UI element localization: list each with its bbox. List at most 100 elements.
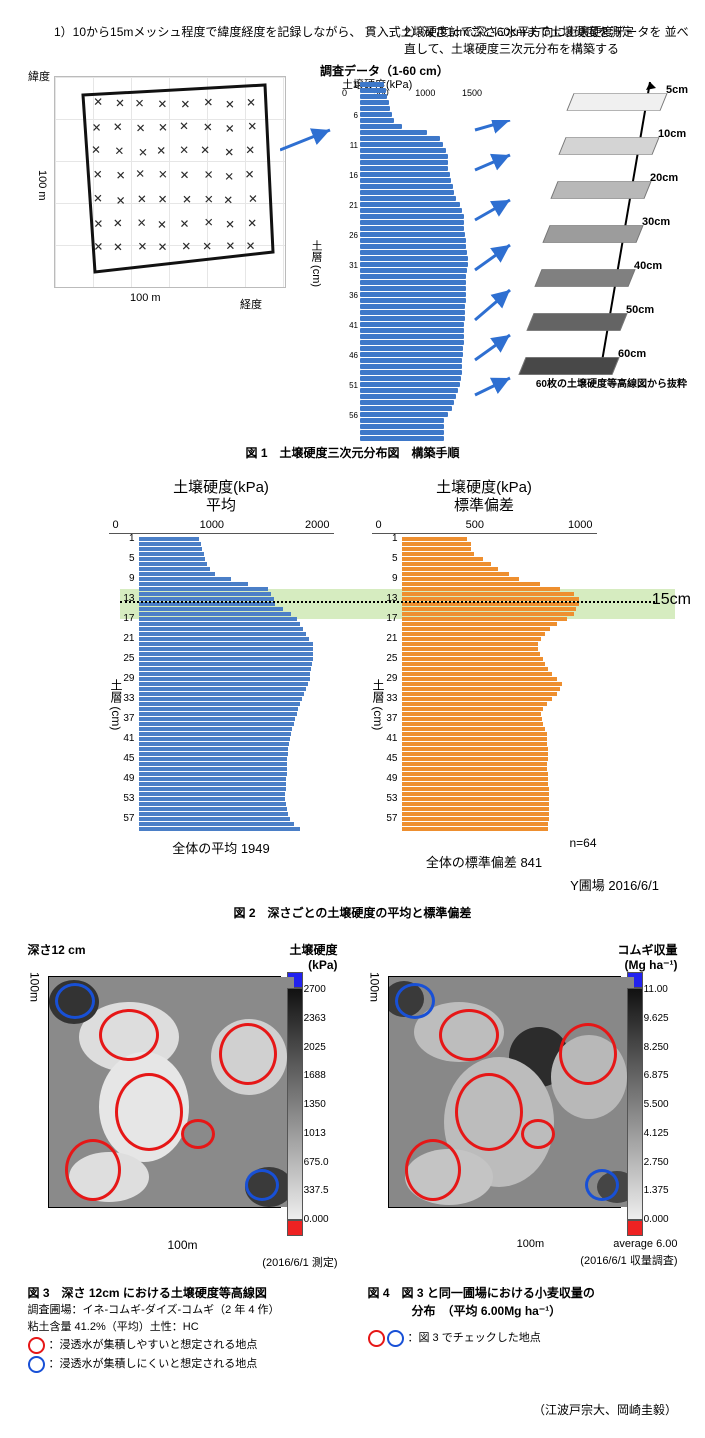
red-circle-icon	[368, 1330, 385, 1347]
fig2-right-title-l2: 標準偏差	[454, 497, 514, 514]
figure-3: 深さ12 cm 土壌硬度 (kPa) 100m	[28, 941, 338, 1270]
colorbar-tick: 0.000	[644, 1214, 669, 1225]
colorbar-tick: 8.250	[644, 1042, 669, 1053]
fig4-legend-text: ：図 3 でチェックした地点	[408, 1330, 541, 1347]
fig4-red-circle	[559, 1023, 617, 1085]
fig3-contour-map	[48, 976, 281, 1208]
fig3-colorbar-unit: (kPa)	[308, 958, 337, 972]
fig3-caption: 図 3 深さ 12cm における土壌硬度等高線図	[28, 1284, 338, 1302]
fig3-depth-label: 深さ12 cm	[28, 941, 86, 972]
colorbar-tick: 2.750	[644, 1157, 669, 1168]
fig1-layer	[534, 269, 635, 287]
fig1-arrows	[280, 120, 520, 410]
fig1-layer	[550, 181, 651, 199]
fig2-left-summary: 全体の平均 1949	[109, 838, 334, 857]
colorbar-tick: 2363	[304, 1013, 326, 1024]
fig2-left-depth-label: 土層 (cm)	[108, 679, 125, 730]
fig4-date-note: (2016/6/1 収量調査)	[368, 1252, 678, 1268]
fig4-caption-l2: 分布 （平均 6.00Mg ha⁻¹）	[368, 1302, 678, 1320]
fig3-legend-blue: ：浸透水が集積しにくいと想定される地点	[49, 1356, 258, 1373]
fig2-left-panel: 土壌硬度(kPa) 平均 0 1000 2000 159131721252933…	[109, 479, 334, 871]
fig3-red-circle	[115, 1073, 183, 1151]
fig3-date-note: (2016/6/1 測定)	[28, 1254, 338, 1270]
colorbar-tick: 6.875	[644, 1070, 669, 1081]
colorbar-tick: 1350	[304, 1099, 326, 1110]
fig3-red-circle	[219, 1023, 277, 1085]
fig4-blue-circle	[585, 1169, 619, 1201]
fig1-scatter-plot	[54, 76, 286, 288]
fig1-x-axis-label: 経度	[240, 296, 262, 312]
fig3-100m-vertical: 100m	[28, 972, 42, 1002]
colorbar-tick: 9.625	[644, 1013, 669, 1024]
fig1-layer-depth-label: 10cm	[658, 128, 686, 140]
fig2-right-title-l1: 土壌硬度(kPa)	[436, 479, 532, 496]
fig1-layer	[542, 225, 643, 243]
fig1-layer	[518, 357, 619, 375]
fig2-right-bars: 159131721252933374145495357	[372, 533, 597, 836]
fig4-colorbar-title: コムギ収量	[617, 943, 677, 957]
fig3-legend-red: ：浸透水が集積しやすいと想定される地点	[49, 1337, 258, 1354]
fig4-red-circle	[439, 1009, 499, 1061]
figure-1: 1）10から15mメッシュ程度で緯度経度を記録しながら、 貫入式土壌硬度計で深さ…	[10, 10, 695, 440]
colorbar-tick: 11.00	[644, 984, 668, 995]
fig1-stack-note: 60枚の土壌硬度等高線図から抜粋	[536, 375, 687, 390]
fig1-description-right: 2）深さ1cmごとに水平方向に土壌硬度データを 並べ直して、土壌硬度三次元分布を…	[404, 24, 695, 58]
fig3-colorbar-title: 土壌硬度	[289, 943, 337, 957]
fig4-blue-circle	[395, 983, 435, 1019]
fig1-layer-depth-label: 60cm	[618, 348, 646, 360]
credit-line: （江波戸宗大、岡崎圭毅）	[10, 1401, 677, 1418]
fig4-colorbar-bottom-swatch	[627, 1220, 643, 1236]
fig3-red-circle	[181, 1119, 215, 1149]
fig2-right-summary: 全体の標準偏差 841	[372, 852, 597, 871]
colorbar-tick: 1013	[304, 1128, 326, 1139]
fig2-right-panel: 土壌硬度(kPa) 標準偏差 0 500 1000 15913172125293…	[372, 479, 597, 871]
fig1-layer-depth-label: 30cm	[642, 216, 670, 228]
fig4-colorbar-unit: (Mg ha⁻¹)	[625, 958, 678, 972]
fig1-layer-depth-label: 5cm	[666, 84, 688, 96]
fig3-legend: 図 3 深さ 12cm における土壌硬度等高線図 調査圃場：イネ-コムギ-ダイズ…	[28, 1284, 338, 1373]
fig1-100m-vertical: 100 m	[36, 170, 48, 201]
colorbar-tick: 2025	[304, 1042, 326, 1053]
blue-circle-icon	[387, 1330, 404, 1347]
fig4-red-circle	[455, 1073, 523, 1151]
fig2-left-bars: 159131721252933374145495357	[109, 533, 334, 836]
fig2-dashed-line	[120, 601, 655, 603]
fig1-layer-depth-label: 20cm	[650, 172, 678, 184]
blue-circle-icon	[28, 1356, 45, 1373]
fig1-caption: 図 1 土壌硬度三次元分布図 構築手順	[10, 444, 695, 461]
fig4-caption-l1: 図 4 図 3 と同一圃場における小麦収量の	[368, 1284, 678, 1302]
fig3-blue-circle	[55, 983, 95, 1019]
fig1-y-axis-label: 緯度	[28, 68, 50, 84]
fig2-site-note: Y圃場 2016/6/1	[10, 875, 659, 894]
colorbar-tick: 4.125	[644, 1128, 669, 1139]
fig2-right-depth-label: 土層 (cm)	[370, 679, 387, 730]
fig2-n-note: n=64	[372, 836, 597, 850]
fig4-red-circle	[521, 1119, 555, 1149]
fig2-left-title-l1: 土壌硬度(kPa)	[173, 479, 269, 496]
fig3-subnote-1: 調査圃場：イネ-コムギ-ダイズ-コムギ（2 年 4 作）	[28, 1302, 338, 1319]
figure-2: 15cm 土壌硬度(kPa) 平均 0 1000 2000 1591317212…	[10, 479, 695, 871]
fig3-100m-horizontal: 100m	[167, 1238, 197, 1252]
colorbar-tick: 675.0	[304, 1157, 329, 1168]
fig3-colorbar-bottom-swatch	[287, 1220, 303, 1236]
figure-4: コムギ収量 (Mg ha⁻¹) 100m	[368, 941, 678, 1268]
fig1-100m-horizontal: 100 m	[130, 292, 161, 304]
figures-3-4: 深さ12 cm 土壌硬度 (kPa) 100m	[10, 941, 695, 1270]
fig2-caption: 図 2 深さごとの土壌硬度の平均と標準偏差	[10, 904, 695, 921]
red-circle-icon	[28, 1337, 45, 1354]
fig4-colorbar: 11.00 9.625 8.250 6.875 5.500 4.125 2.750 1.375…	[627, 972, 678, 1236]
colorbar-tick: 1688	[304, 1070, 326, 1081]
fig4-100m-horizontal: 100m	[517, 1238, 545, 1250]
fig2-right-ticks: 0 500 1000	[372, 519, 597, 531]
fig2-left-ticks: 0 1000 2000	[109, 519, 334, 531]
fig2-left-title-l2: 平均	[206, 497, 236, 514]
fig4-average-note: average 6.00	[613, 1238, 677, 1250]
fig1-layer	[558, 137, 659, 155]
fig4-100m-vertical: 100m	[368, 972, 382, 1002]
colorbar-tick: 5.500	[644, 1099, 669, 1110]
fig1-layer-depth-label: 50cm	[626, 304, 654, 316]
fig1-layer	[526, 313, 627, 331]
fig4-red-circle	[405, 1139, 461, 1201]
colorbar-tick: 1.375	[644, 1185, 669, 1196]
fig1-layer-stack: 5cm10cm20cm30cm40cm50cm60cm	[510, 68, 690, 398]
